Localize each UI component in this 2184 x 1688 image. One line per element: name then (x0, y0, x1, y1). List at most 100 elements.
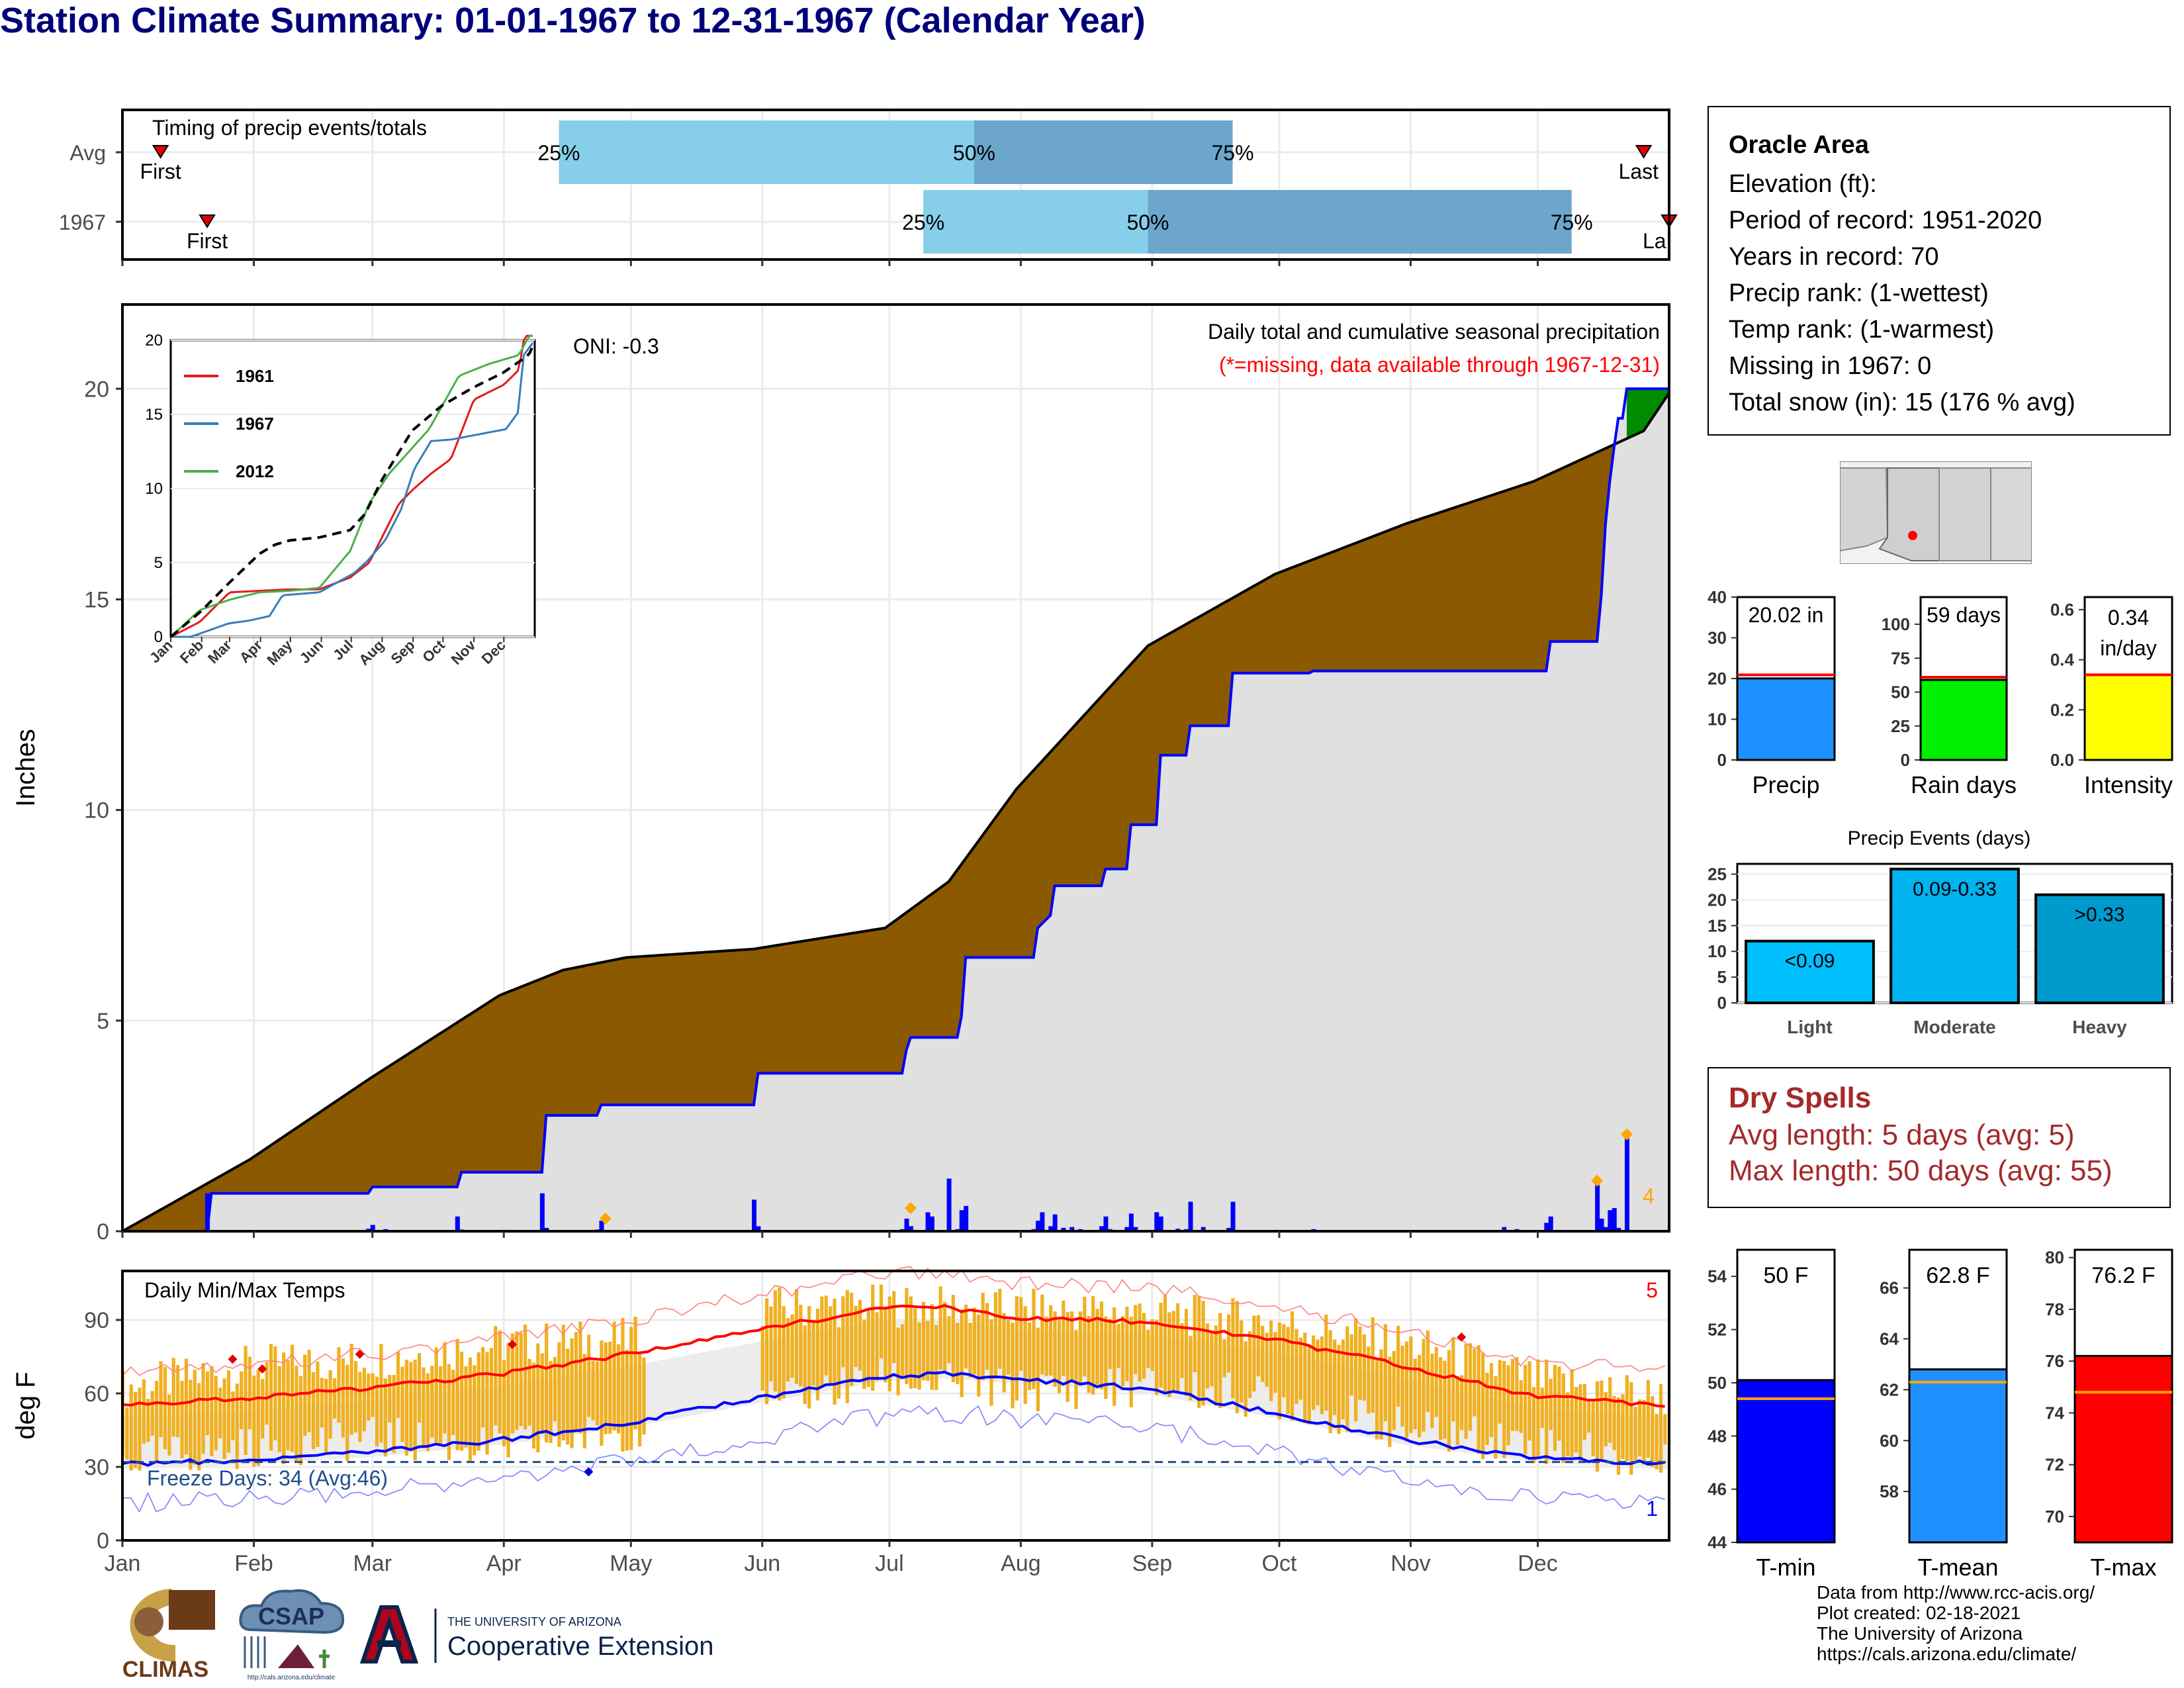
daily-precip-bar (1226, 1227, 1232, 1231)
snow-marker (599, 1212, 612, 1225)
daily-temp-bar (769, 1306, 773, 1382)
daily-temp-bar (1591, 1399, 1595, 1456)
daily-temp-bar (1485, 1372, 1489, 1445)
info-line: Elevation (ft): (1729, 170, 1877, 198)
month-label: Jun (744, 1551, 780, 1576)
daily-temp-bar (447, 1364, 451, 1460)
summary-bar (1919, 679, 2008, 761)
daily-temp-bar (1104, 1316, 1108, 1399)
daily-temp-bar (1087, 1316, 1091, 1393)
daily-temp-bar (231, 1391, 235, 1440)
daily-temp-bar (1320, 1336, 1324, 1415)
daily-temp-bar (998, 1288, 1002, 1369)
daily-precip-bar (1595, 1185, 1600, 1231)
daily-precip-bar (1612, 1208, 1617, 1231)
first-label: First (140, 160, 181, 183)
daily-temp-bar (1409, 1336, 1413, 1433)
daily-temp-bar (468, 1357, 473, 1462)
daily-temp-bar (845, 1289, 849, 1403)
daily-temp-bar (591, 1360, 595, 1421)
daily-temp-bar (362, 1368, 366, 1432)
daily-temp-bar (773, 1289, 778, 1392)
dry-spells-max: Max length: 50 days (avg: 55) (1729, 1154, 2113, 1187)
pct-label: 50% (1126, 211, 1169, 234)
ua-logo: THE UNIVERSITY OF ARIZONA Cooperative Ex… (359, 1605, 713, 1664)
month-label: Feb (234, 1551, 273, 1576)
daily-temp-bar (316, 1362, 320, 1447)
daily-temp-bar (1633, 1407, 1637, 1461)
last-label: Last (1619, 160, 1659, 183)
daily-temp-bar (1265, 1333, 1269, 1387)
daily-temp-bar (604, 1342, 608, 1434)
daily-temp-bar (460, 1352, 464, 1451)
daily-temp-bar (1570, 1369, 1574, 1457)
daily-temp-bar (434, 1347, 438, 1442)
month-label: Apr (486, 1551, 522, 1576)
daily-temp-bar (1536, 1359, 1540, 1460)
daily-temp-bar (261, 1379, 265, 1439)
missing-note: (*=missing, data available through 1967-… (1219, 353, 1660, 377)
daily-temp-bar (553, 1357, 557, 1422)
first-label: First (187, 229, 228, 253)
info-line: Missing in 1967: 0 (1729, 352, 1932, 380)
daily-temp-bar (1413, 1358, 1417, 1430)
daily-temp-bar (1524, 1364, 1527, 1454)
daily-temp-bar (443, 1342, 447, 1434)
daily-precip-bar (752, 1199, 757, 1231)
daily-temp-bar (1074, 1330, 1078, 1409)
timing-row-label: 1967 (59, 211, 106, 234)
daily-temp-bar (485, 1352, 489, 1455)
inset-series-1967 (171, 342, 534, 638)
summary-bar-label: Rain days (1911, 771, 2017, 798)
record-low-count: 1 (1646, 1497, 1658, 1521)
daily-temp-bar (1057, 1320, 1062, 1393)
daily-temp-bar (240, 1371, 244, 1430)
daily-temp-bar (502, 1360, 506, 1447)
y-axis-label: deg F (11, 1372, 40, 1439)
summary-value-label: 59 days (1927, 603, 2001, 627)
daily-temp-bar (875, 1312, 879, 1381)
location-map (1840, 461, 2032, 564)
daily-temp-bar (782, 1306, 786, 1399)
daily-temp-bar (1629, 1382, 1633, 1476)
daily-temp-bar (1240, 1320, 1244, 1403)
daily-temp-bar (612, 1321, 616, 1430)
month-label: Aug (1001, 1551, 1041, 1576)
daily-temp-bar (837, 1327, 841, 1399)
month-label: Nov (1390, 1551, 1430, 1576)
daily-temp-bar (1231, 1298, 1235, 1399)
daily-temp-bar (1616, 1397, 1621, 1475)
daily-temp-bar (1494, 1376, 1498, 1459)
avg-cumulative-line (122, 392, 1670, 1233)
summary-tick-label: 0 (1717, 750, 1727, 770)
daily-temp-bar (413, 1360, 417, 1460)
daily-temp-bar (1006, 1319, 1011, 1375)
daily-temp-bar (637, 1354, 642, 1447)
summary-value-label: 20.02 in (1749, 603, 1824, 627)
daily-temp-bar (1116, 1323, 1120, 1368)
daily-temp-bar (1214, 1325, 1218, 1404)
daily-temp-bar (1307, 1344, 1311, 1425)
daily-temp-bar (1120, 1316, 1125, 1387)
daily-temp-bar (1460, 1375, 1464, 1430)
daily-precip-bar (1069, 1227, 1075, 1231)
summary-tick-label: 70 (2045, 1507, 2064, 1526)
station-info-box: Oracle Area Elevation (ft): Period of re… (1707, 106, 2171, 436)
daily-temp-bar (1646, 1380, 1650, 1458)
station-name: Oracle Area (1729, 131, 1869, 159)
inset-series-2012 (169, 334, 533, 638)
daily-temp-bar (1574, 1387, 1578, 1453)
events-tick-label: 5 (1717, 967, 1727, 987)
daily-temp-bar (1375, 1360, 1379, 1440)
daily-temp-bar (1540, 1387, 1544, 1429)
inset-series-Avg (169, 346, 534, 638)
daily-temp-bar (1303, 1333, 1307, 1423)
daily-temp-bar (345, 1364, 349, 1461)
daily-temp-bar (540, 1353, 544, 1434)
summary-tick-label: 50 (1707, 1373, 1727, 1393)
daily-temp-bar (1608, 1377, 1612, 1443)
daily-temp-bar (1222, 1339, 1226, 1378)
events-tick-label: 25 (1707, 865, 1727, 884)
daily-temp-bar (1083, 1296, 1087, 1377)
daily-temp-bar (1197, 1295, 1201, 1408)
